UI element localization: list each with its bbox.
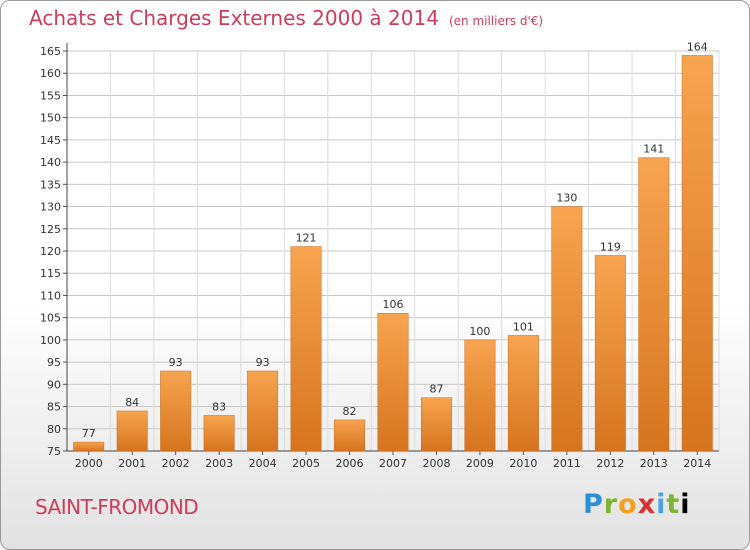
bar: [116, 410, 148, 452]
data-label: 141: [643, 143, 664, 156]
data-label: 121: [296, 232, 317, 245]
x-tick-label: 2014: [683, 457, 711, 470]
x-tick-label: 2009: [466, 457, 494, 470]
x-tick-label: 2013: [640, 457, 668, 470]
bar: [73, 441, 105, 452]
bar: [377, 312, 409, 452]
bar: [203, 415, 235, 452]
x-tick-label: 2004: [249, 457, 277, 470]
y-tick-label: 155: [40, 89, 61, 102]
data-label: 100: [469, 325, 490, 338]
data-label: 87: [429, 383, 443, 396]
y-tick-label: 165: [40, 45, 61, 58]
data-label: 130: [556, 192, 577, 205]
data-label: 93: [256, 356, 270, 369]
y-tick-label: 110: [40, 289, 61, 302]
y-tick-label: 135: [40, 178, 61, 191]
x-tick-label: 2006: [336, 457, 364, 470]
chart-subtitle: (en milliers d'€): [448, 14, 544, 28]
y-tick-label: 160: [40, 67, 61, 80]
data-label: 101: [513, 320, 534, 333]
y-tick-label: 100: [40, 334, 61, 347]
bar: [334, 419, 365, 452]
bar: [594, 255, 626, 452]
logo-letter: i: [656, 489, 667, 520]
chart-title: Achats et Charges Externes 2000 à 2014 (e…: [29, 6, 543, 30]
data-label: 77: [82, 427, 96, 440]
proxiti-logo: Proxiti: [583, 489, 691, 520]
x-tick-label: 2002: [162, 457, 190, 470]
logo-letter: i: [680, 489, 691, 520]
data-label: 119: [600, 240, 621, 253]
logo-letter: P: [583, 489, 604, 520]
logo-letter: r: [603, 489, 619, 520]
bar: [247, 370, 279, 452]
y-tick-label: 90: [47, 378, 61, 391]
y-tick-label: 80: [47, 423, 61, 436]
x-tick-label: 2003: [205, 457, 233, 470]
y-tick-label: 150: [40, 112, 61, 125]
bar: [507, 335, 539, 452]
logo-letter: o: [618, 489, 638, 520]
bar: [421, 397, 452, 452]
data-label: 164: [687, 40, 708, 53]
data-label: 93: [169, 356, 183, 369]
bars: [73, 55, 713, 452]
data-label: 83: [212, 400, 226, 413]
y-tick-label: 115: [40, 267, 61, 280]
y-tick-label: 125: [40, 223, 61, 236]
x-tick-label: 2000: [75, 457, 103, 470]
y-tick-label: 105: [40, 312, 61, 325]
x-tick-label: 2011: [553, 457, 581, 470]
x-tick-label: 2001: [118, 457, 146, 470]
bar: [290, 246, 322, 452]
place-name: SAINT-FROMOND: [35, 495, 199, 519]
data-label: 84: [125, 396, 139, 409]
x-tick-label: 2012: [596, 457, 624, 470]
y-tick-label: 130: [40, 201, 61, 214]
data-label: 106: [383, 298, 404, 311]
bar: [638, 157, 670, 452]
y-tick-label: 145: [40, 134, 61, 147]
bar: [464, 339, 496, 452]
data-label: 82: [343, 405, 357, 418]
y-tick-label: 95: [47, 356, 61, 369]
bar: [551, 206, 583, 452]
y-tick-label: 120: [40, 245, 61, 258]
x-tick-label: 2008: [422, 457, 450, 470]
y-tick-label: 85: [47, 401, 61, 414]
x-tick-label: 2007: [379, 457, 407, 470]
bar: [160, 370, 192, 452]
x-tick-label: 2005: [292, 457, 320, 470]
data-labels: 77 84 93 83 93 121 82 106 87 100 101 130 119 141 164: [82, 40, 708, 440]
y-tick-label: 140: [40, 156, 61, 169]
logo-letter: t: [666, 489, 681, 520]
bar: [681, 55, 713, 452]
y-tick-label: 75: [47, 445, 61, 458]
logo-letter: x: [637, 489, 657, 520]
chart-title-text: Achats et Charges Externes 2000 à 2014: [29, 6, 439, 30]
x-tick-label: 2010: [509, 457, 537, 470]
